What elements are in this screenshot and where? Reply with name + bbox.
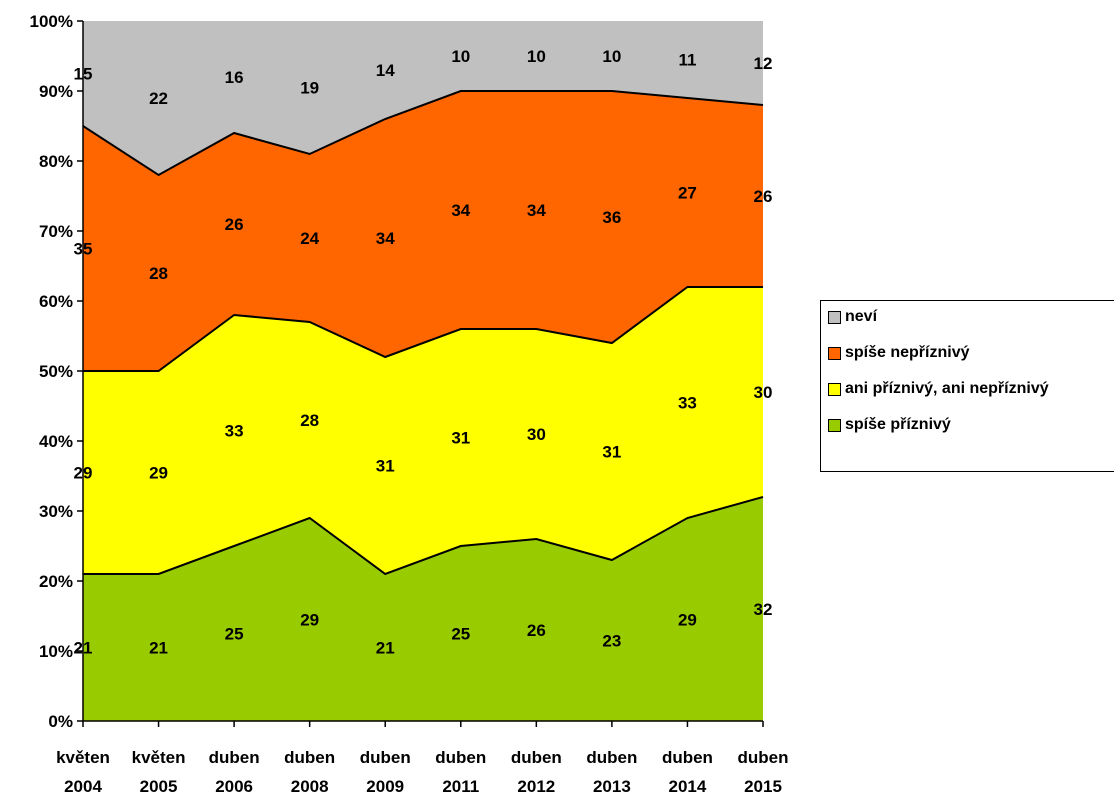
x-tick-label-year: 2015 [744,777,782,796]
data-label: 21 [376,639,395,658]
y-tick-label: 70% [39,222,73,241]
data-label: 12 [754,54,773,73]
x-tick-label-month: duben [738,748,789,767]
legend-swatch [828,382,841,396]
data-label: 34 [451,201,470,220]
data-label: 22 [149,89,168,108]
data-label: 10 [602,47,621,66]
x-tick-label-month: duben [662,748,713,767]
y-tick-label: 30% [39,502,73,521]
y-tick-label: 20% [39,572,73,591]
legend-swatch [828,418,841,432]
data-label: 19 [300,79,319,98]
area-nevi [83,21,763,175]
x-tick-label-year: 2004 [64,777,102,796]
x-tick-label-year: 2013 [593,777,631,796]
area-spise-priznivy [83,497,763,721]
x-tick-label-month: duben [435,748,486,767]
legend-item-spise-priznivy: spíše příznivý [828,416,951,434]
data-label: 31 [376,457,395,476]
legend-swatch [828,346,841,360]
axes: 0% 10% 20% 30% 40% 50% 60% 70% 80% 90% 100% květen 2… [30,12,789,796]
legend-swatch [828,310,841,324]
data-label: 23 [602,632,621,651]
y-tick-label: 0% [48,712,73,731]
area-spise-nepriznivy [83,91,763,371]
boundary-line-spise-priznivy [83,496,764,576]
data-label: 31 [602,443,621,462]
data-label: 31 [451,429,470,448]
x-tick-label-year: 2012 [517,777,555,796]
data-label: 28 [300,411,319,430]
legend-item-ani-priznivy-ani-nepriznivy: ani příznivý, ani nepříznivý [828,380,1049,398]
data-label: 32 [754,600,773,619]
y-tick-label: 90% [39,82,73,101]
x-tick-label-year: 2008 [291,777,329,796]
area-layers [82,21,764,721]
x-tick-label-year: 2009 [366,777,404,796]
data-label: 27 [678,184,697,203]
boundary-line-ani-priznivy-ani-nepriznivy [83,286,763,372]
data-label: 29 [149,464,168,483]
data-label: 29 [300,611,319,630]
x-tick-label-month: květen [132,748,186,767]
x-tick-label-month: duben [511,748,562,767]
y-tick-label: 80% [39,152,73,171]
data-label: 21 [149,639,168,658]
data-label: 36 [602,208,621,227]
x-tick-label-month: květen [56,748,110,767]
y-tick-label: 50% [39,362,73,381]
boundary-line-spise-nepriznivy [82,90,764,177]
data-label: 30 [527,425,546,444]
legend-label: neví [845,308,878,325]
x-tick-label-year: 2006 [215,777,253,796]
data-label: 34 [527,201,546,220]
data-label: 24 [300,229,319,248]
data-label: 16 [225,68,244,87]
x-tick-label-month: duben [360,748,411,767]
legend: neví spíše nepříznivý ani příznivý, ani ne… [820,300,1114,472]
data-label: 29 [678,611,697,630]
data-label: 10 [527,47,546,66]
y-tick-label: 40% [39,432,73,451]
x-tick-label-month: duben [284,748,335,767]
data-label: 14 [376,61,395,80]
legend-label: spíše nepříznivý [845,344,970,361]
data-label: 30 [754,383,773,402]
x-tick-label-year: 2011 [442,777,479,796]
y-tick-label: 60% [39,292,73,311]
x-tick-label-year: 2005 [140,777,178,796]
legend-label: spíše příznivý [845,416,951,433]
data-label: 34 [376,229,395,248]
legend-item-spise-nepriznivy: spíše nepříznivý [828,344,970,362]
x-tick-label-month: duben [209,748,260,767]
data-label: 10 [451,47,470,66]
area-ani-priznivy-ani-nepriznivy [83,287,763,574]
data-label: 26 [225,215,244,234]
y-tick-label: 100% [30,12,73,31]
data-label: 26 [527,621,546,640]
data-label: 33 [225,422,244,441]
data-label: 28 [149,264,168,283]
data-label: 25 [451,625,470,644]
legend-item-nevi: neví [828,308,877,326]
data-label: 33 [678,394,697,413]
data-label: 25 [225,625,244,644]
legend-label: ani příznivý, ani nepříznivý [845,380,1049,397]
data-label: 26 [754,187,773,206]
x-tick-label-year: 2014 [669,777,707,796]
data-label: 11 [678,51,696,70]
x-tick-label-month: duben [586,748,637,767]
y-tick-label: 10% [39,642,73,661]
